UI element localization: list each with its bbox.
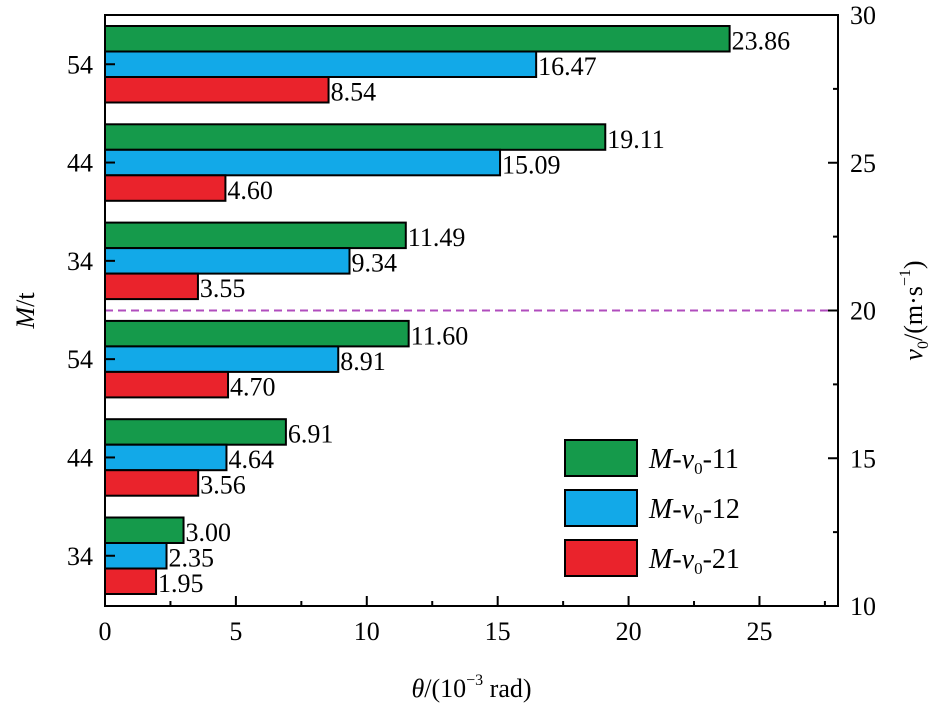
data-label-m-v0-12-group-6: 16.47	[538, 52, 597, 81]
bar-m-v0-21-group-5	[104, 174, 227, 202]
left-tick-label: 34	[67, 542, 93, 571]
bar-m-v0-11-group-2	[104, 418, 287, 446]
data-label-m-v0-21-group-1: 1.95	[158, 569, 204, 598]
data-label-m-v0-11-group-5: 19.11	[607, 125, 665, 154]
data-label-m-v0-21-group-6: 8.54	[331, 78, 377, 107]
bar-m-v0-11-group-4	[104, 221, 407, 250]
bars-layer	[104, 25, 731, 595]
data-label-m-v0-11-group-3: 11.60	[411, 321, 469, 350]
bar-m-v0-12-group-4	[104, 247, 351, 275]
data-label-m-v0-21-group-5: 4.60	[227, 176, 273, 205]
bar-m-v0-21-group-2	[104, 469, 200, 497]
x-tick-label: 10	[354, 617, 380, 646]
bar-m-v0-12-group-3	[104, 345, 340, 373]
legend-swatch	[564, 539, 638, 577]
legend: M-v0-11 M-v0-12 M-v0-21	[564, 439, 740, 578]
left-axis-ticks: 34 44 54 34 44 54	[67, 50, 115, 571]
data-label-m-v0-12-group-1: 2.35	[169, 544, 215, 573]
x-tick-label: 20	[616, 617, 642, 646]
data-label-m-v0-11-group-1: 3.00	[186, 518, 232, 547]
data-label-m-v0-11-group-2: 6.91	[288, 420, 334, 449]
bar-m-v0-21-group-3	[104, 370, 230, 399]
bar-m-v0-11-group-3	[104, 319, 410, 348]
data-label-m-v0-12-group-3: 8.91	[340, 347, 386, 376]
bar-m-v0-11-group-1	[104, 516, 185, 544]
left-tick-label: 44	[67, 149, 93, 178]
bar-m-v0-21-group-4	[104, 272, 199, 301]
bar-m-v0-12-group-5	[104, 148, 502, 177]
data-label-m-v0-12-group-2: 4.64	[228, 445, 274, 474]
left-axis-title: M/t	[11, 292, 40, 330]
right-axis-ticks: 10 15 20 25 30	[828, 1, 876, 621]
x-axis-title: θ/(10−3 rad)	[411, 672, 531, 703]
bar-m-v0-12-group-2	[104, 443, 228, 472]
data-labels-layer: 3.002.351.95 6.91 4.643.56 11.60 8.91 4.70 11.…	[158, 27, 790, 599]
bar-m-v0-21-group-1	[104, 567, 158, 595]
legend-swatch	[564, 439, 638, 477]
x-tick-label: 25	[746, 617, 772, 646]
x-axis-ticks: 0 5 10 15 20 25	[99, 596, 826, 646]
x-tick-label: 15	[485, 617, 511, 646]
x-axis-title-sup: −3	[466, 672, 483, 689]
legend-label: M-v0-21	[648, 544, 740, 578]
legend-swatch	[564, 489, 638, 527]
left-tick-label: 54	[67, 345, 93, 374]
data-label-m-v0-11-group-6: 23.86	[732, 27, 791, 56]
bar-m-v0-21-group-6	[104, 76, 330, 104]
bar-m-v0-11-group-6	[104, 25, 731, 53]
right-tick-label: 30	[850, 1, 876, 30]
data-label-m-v0-12-group-5: 15.09	[502, 150, 561, 179]
left-tick-label: 34	[67, 247, 93, 276]
data-label-m-v0-12-group-4: 9.34	[352, 249, 398, 278]
x-tick-label: 0	[99, 617, 112, 646]
legend-label: M-v0-12	[648, 494, 740, 528]
data-label-m-v0-11-group-4: 11.49	[408, 223, 466, 252]
legend-label: M-v0-11	[648, 444, 739, 478]
right-tick-label: 20	[850, 297, 876, 326]
data-label-m-v0-21-group-4: 3.55	[200, 274, 246, 303]
right-axis-title: v0/(m·s−1)	[897, 260, 932, 360]
bar-m-v0-12-group-6	[104, 50, 538, 78]
right-tick-label: 25	[850, 149, 876, 178]
right-tick-label: 15	[850, 444, 876, 473]
data-label-m-v0-21-group-2: 3.56	[200, 471, 246, 500]
left-tick-label: 54	[67, 50, 93, 79]
x-tick-label: 5	[229, 617, 242, 646]
bar-m-v0-11-group-5	[104, 123, 607, 151]
data-label-m-v0-21-group-3: 4.70	[230, 372, 276, 401]
left-tick-label: 44	[67, 443, 93, 472]
right-tick-label: 10	[850, 592, 876, 621]
